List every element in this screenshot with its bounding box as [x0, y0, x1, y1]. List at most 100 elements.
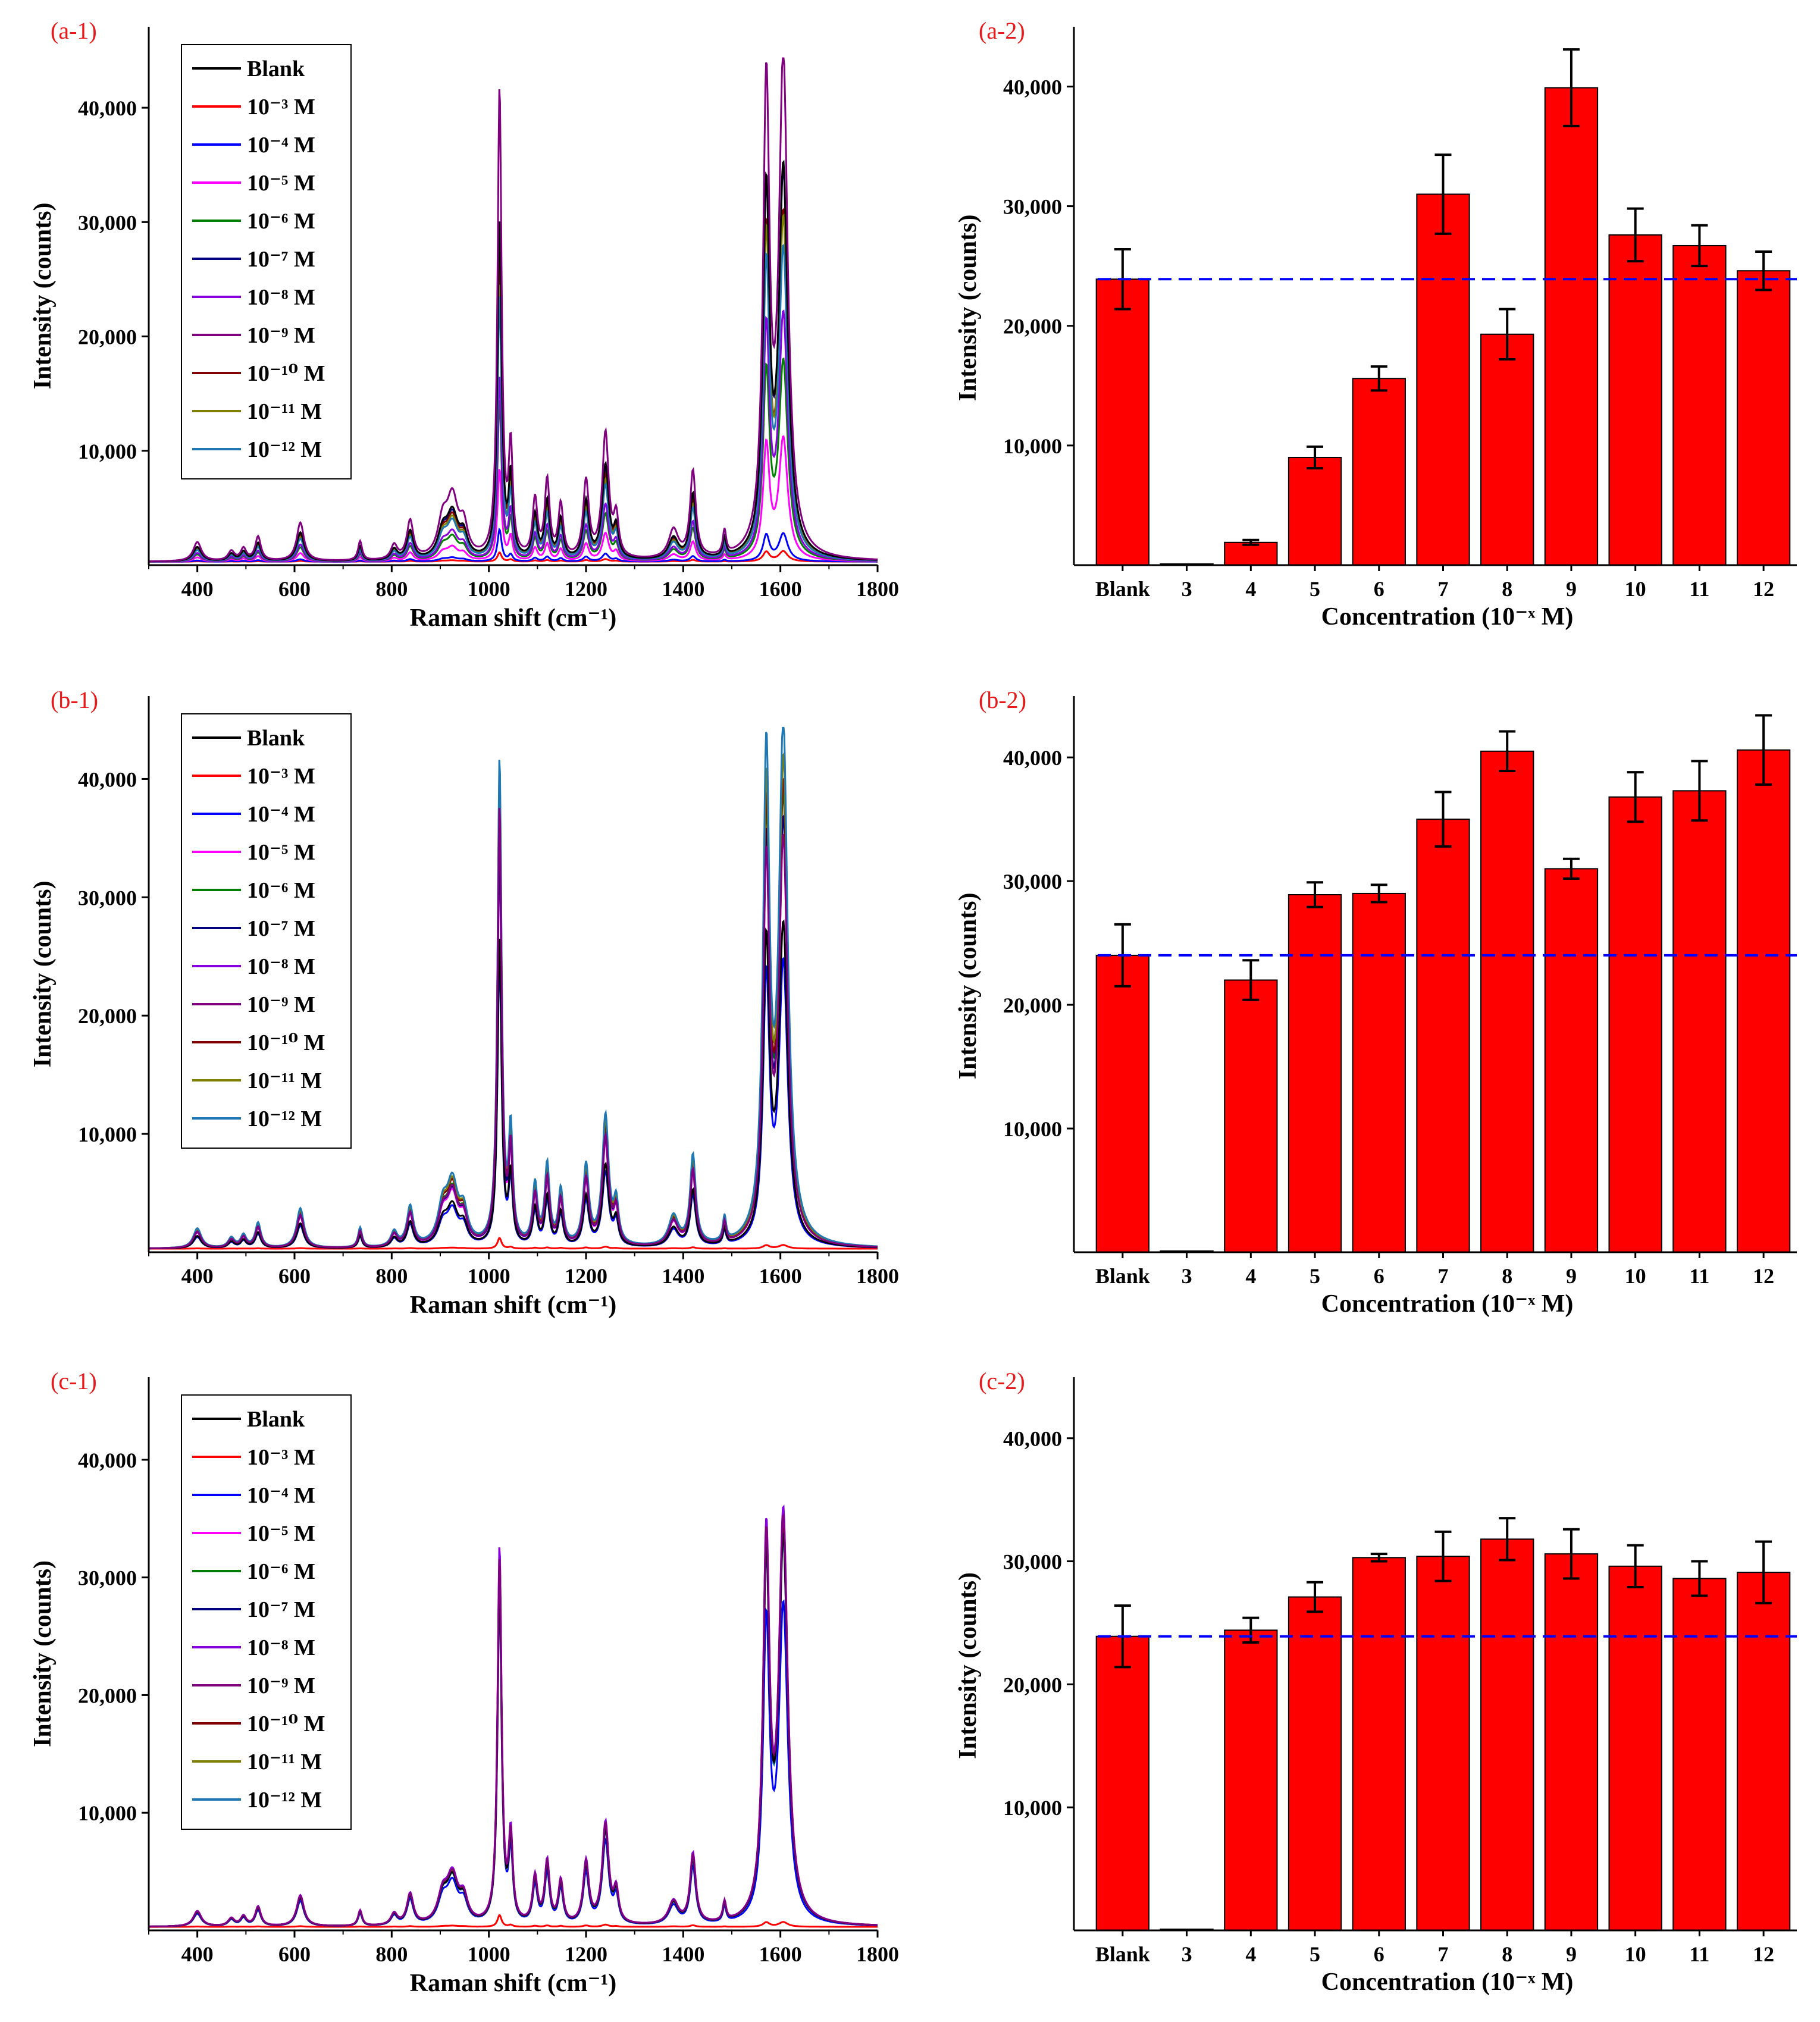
legend-label-c-1-3: 10⁻⁵ M — [247, 1521, 315, 1546]
x-tick-label-a-2-8: 10 — [1625, 577, 1646, 601]
x-axis-title-a-1: Raman shift (cm⁻¹) — [410, 604, 616, 632]
bar-a-2-0 — [1095, 278, 1150, 566]
y-tick-label-a-1-0: 10,000 — [78, 440, 137, 463]
legend-label-a-1-6: 10⁻⁸ M — [247, 285, 315, 310]
y-axis-title-c-1: Intensity (counts) — [29, 1560, 57, 1747]
x-tick-label-a-2-9: 11 — [1689, 577, 1709, 601]
legend-label-a-1-5: 10⁻⁷ M — [247, 247, 315, 272]
x-tick-label-c-2-10: 12 — [1753, 1942, 1774, 1966]
y-tick-label-b-1-2: 30,000 — [78, 886, 137, 910]
x-tick-label-c-1-0: 400 — [181, 1942, 214, 1966]
legend-box-c-1 — [181, 1394, 352, 1830]
panel-a-1: (a-1) 400 600 800 1000 1200 1400 1600 1800 10,000… — [29, 17, 899, 632]
bar-b-2-9 — [1672, 790, 1727, 1253]
y-axis-title-b-2: Intensity (counts) — [954, 893, 982, 1080]
spectrum-line-c-1-1 — [149, 1914, 878, 1928]
panel-b-1: (b-1) 400 600 800 1000 1200 1400 1600 1800 10,000… — [29, 686, 899, 1319]
legend-label-a-1-9: 10⁻¹¹ M — [247, 399, 322, 424]
y-axis-title-c-2: Intensity (counts) — [954, 1572, 982, 1759]
x-tick-label-a-2-6: 8 — [1502, 577, 1512, 601]
bar-a-2-9 — [1672, 244, 1727, 566]
x-tick-label-b-2-5: 7 — [1438, 1264, 1449, 1288]
legend-label-b-1-6: 10⁻⁸ M — [247, 954, 315, 979]
x-tick-label-a-2-7: 9 — [1566, 577, 1577, 601]
legend-label-a-1-8: 10⁻¹⁰ M — [247, 361, 325, 386]
bar-b-2-6 — [1480, 750, 1534, 1253]
x-tick-label-b-1-3: 1000 — [468, 1264, 510, 1288]
legend-label-b-1-1: 10⁻³ M — [247, 764, 315, 789]
spectra-lines-b-1 — [149, 726, 878, 1250]
x-tick-label-a-2-5: 7 — [1438, 577, 1449, 601]
bar-a-2-10 — [1736, 270, 1791, 566]
y-tick-label-a-2-0: 10,000 — [1003, 434, 1062, 458]
bar-c-2-2 — [1224, 1629, 1278, 1931]
legend-label-a-1-2: 10⁻⁴ M — [247, 133, 315, 158]
legend-label-b-1-10: 10⁻¹² M — [247, 1106, 322, 1131]
legend-label-c-1-0: Blank — [247, 1407, 305, 1432]
legend-label-b-1-4: 10⁻⁶ M — [247, 878, 315, 903]
bar-b-2-8 — [1608, 796, 1662, 1253]
legend-box-a-1 — [181, 44, 352, 479]
panel-label-b-1: (b-1) — [51, 686, 98, 713]
panel-label-a-2: (a-2) — [979, 17, 1025, 44]
x-tick-label-b-2-10: 12 — [1753, 1264, 1774, 1288]
x-tick-label-b-1-0: 400 — [181, 1264, 214, 1288]
y-tick-label-c-1-1: 20,000 — [78, 1684, 137, 1707]
x-axis-title-b-1: Raman shift (cm⁻¹) — [410, 1291, 616, 1319]
bar-c-2-5 — [1416, 1556, 1470, 1931]
bar-b-2-7 — [1544, 868, 1599, 1253]
legend-label-a-1-7: 10⁻⁹ M — [247, 323, 315, 348]
bar-c-2-10 — [1736, 1572, 1791, 1932]
legend-label-c-1-9: 10⁻¹¹ M — [247, 1750, 322, 1775]
x-tick-label-a-1-5: 1400 — [662, 577, 704, 601]
x-tick-label-a-1-0: 400 — [181, 577, 214, 601]
y-tick-label-b-1-3: 40,000 — [78, 767, 137, 791]
spectrum-line-c-1-7 — [148, 1513, 878, 1927]
y-tick-label-a-1-1: 20,000 — [78, 325, 137, 349]
legend-label-a-1-0: Blank — [247, 57, 305, 81]
legend-label-c-1-5: 10⁻⁷ M — [247, 1597, 315, 1622]
legend-label-c-1-2: 10⁻⁴ M — [247, 1483, 315, 1508]
legend-label-b-1-2: 10⁻⁴ M — [247, 802, 315, 827]
spectrum-line-b-1-1 — [149, 1237, 878, 1250]
x-tick-label-c-2-9: 11 — [1689, 1942, 1709, 1966]
panel-label-b-2: (b-2) — [979, 686, 1026, 713]
x-tick-label-b-1-2: 800 — [375, 1264, 408, 1288]
legend-label-b-1-5: 10⁻⁷ M — [247, 916, 315, 941]
legend-label-c-1-1: 10⁻³ M — [247, 1445, 315, 1470]
y-tick-label-b-1-0: 10,000 — [78, 1123, 137, 1146]
x-tick-label-b-2-4: 6 — [1374, 1264, 1384, 1288]
y-tick-label-b-1-1: 20,000 — [78, 1004, 137, 1028]
legend-label-c-1-4: 10⁻⁶ M — [247, 1559, 315, 1584]
legend-label-c-1-6: 10⁻⁸ M — [247, 1635, 315, 1660]
x-tick-label-c-1-2: 800 — [375, 1942, 408, 1966]
x-tick-label-c-2-6: 8 — [1502, 1942, 1512, 1966]
panel-b-2: (b-2) Blank 3 4 5 6 7 8 9 10 11 12 10,000 20,000 30,00… — [954, 686, 1797, 1318]
legend-label-b-1-3: 10⁻⁵ M — [247, 840, 315, 865]
y-tick-label-b-2-2: 30,000 — [1003, 870, 1062, 894]
x-tick-label-b-1-7: 1800 — [856, 1264, 899, 1288]
bar-b-2-4 — [1352, 892, 1406, 1253]
x-axis-title-a-2: Concentration (10⁻ˣ M) — [1321, 603, 1574, 631]
x-tick-label-c-1-6: 1600 — [759, 1942, 802, 1966]
x-tick-label-c-1-5: 1400 — [662, 1942, 704, 1966]
bar-c-2-7 — [1544, 1553, 1599, 1932]
x-tick-label-a-1-1: 600 — [278, 577, 311, 601]
x-tick-label-b-2-6: 8 — [1502, 1264, 1512, 1288]
bar-a-2-6 — [1480, 333, 1534, 566]
legend-label-a-1-10: 10⁻¹² M — [247, 437, 322, 462]
x-tick-label-a-1-3: 1000 — [468, 577, 510, 601]
y-tick-label-c-2-3: 40,000 — [1003, 1427, 1062, 1451]
bar-b-2-10 — [1736, 749, 1791, 1253]
bar-a-2-4 — [1352, 378, 1406, 566]
x-tick-label-c-2-0: Blank — [1095, 1942, 1150, 1966]
x-tick-label-b-2-2: 4 — [1245, 1264, 1256, 1288]
y-tick-label-a-2-3: 40,000 — [1003, 75, 1062, 99]
x-tick-label-a-1-2: 800 — [375, 577, 408, 601]
x-tick-label-a-2-1: 3 — [1182, 577, 1192, 601]
x-tick-label-a-2-0: Blank — [1095, 577, 1150, 601]
bar-c-2-3 — [1288, 1596, 1342, 1931]
legend-label-b-1-9: 10⁻¹¹ M — [247, 1068, 322, 1093]
x-tick-label-c-1-7: 1800 — [856, 1942, 899, 1966]
